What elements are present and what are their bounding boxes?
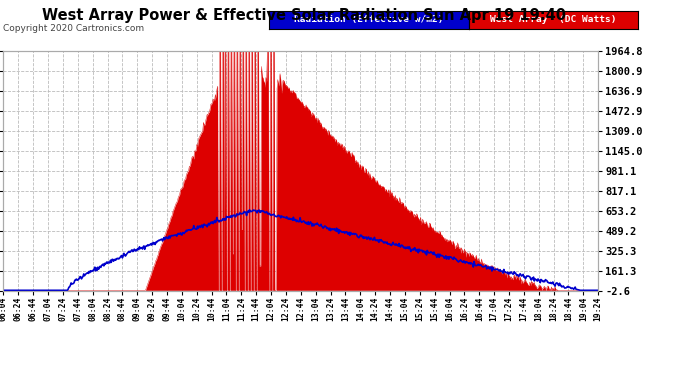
Text: West Array  (DC Watts): West Array (DC Watts) [491, 15, 617, 24]
Text: Radiation (Effective w/m2): Radiation (Effective w/m2) [295, 15, 444, 24]
Text: Copyright 2020 Cartronics.com: Copyright 2020 Cartronics.com [3, 24, 145, 33]
Text: West Array Power & Effective Solar Radiation Sun Apr 19 19:40: West Array Power & Effective Solar Radia… [41, 8, 566, 23]
